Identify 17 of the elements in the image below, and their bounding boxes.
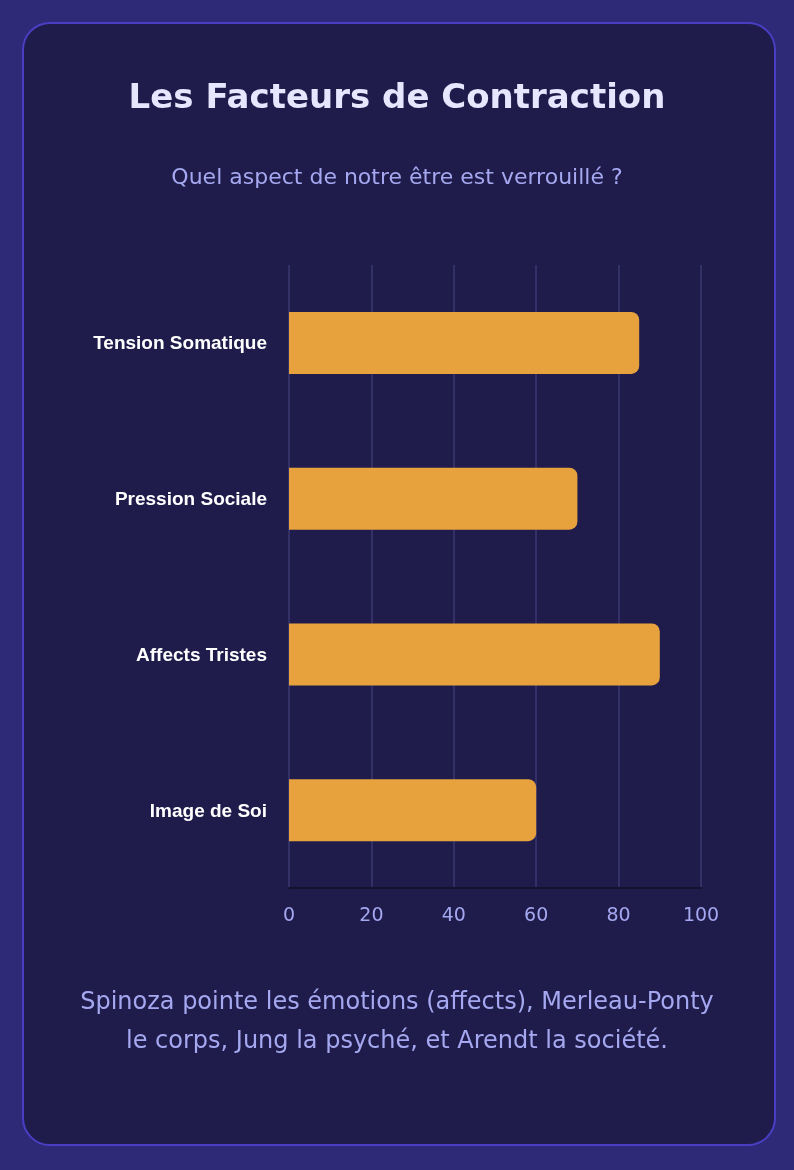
bar [289, 467, 578, 530]
y-tick-label: Tension Somatique [93, 332, 267, 354]
x-tick-label: 60 [524, 902, 549, 925]
bar [289, 623, 660, 686]
x-tick-label: 80 [606, 902, 631, 925]
y-tick-label: Pression Sociale [114, 488, 267, 510]
chart-subtitle: Quel aspect de notre être est verrouillé ? [170, 164, 624, 189]
y-tick-label: Image de Soi [149, 799, 267, 821]
text: Spinoza pointe les émotions (affects), Merleau-Ponty le corps, Jung la psyché, et Arendt la société. [79, 986, 715, 1056]
bar [289, 779, 537, 842]
chart-title: Les Facteurs de Contraction [127, 76, 667, 116]
x-tick-label: 20 [359, 902, 384, 925]
x-tick-label: 0 [282, 902, 296, 925]
x-tick-label: 40 [441, 902, 466, 925]
bar [289, 311, 640, 374]
y-tick-label: Affects Tristes [136, 643, 267, 665]
x-tick-label: 100 [682, 902, 720, 925]
